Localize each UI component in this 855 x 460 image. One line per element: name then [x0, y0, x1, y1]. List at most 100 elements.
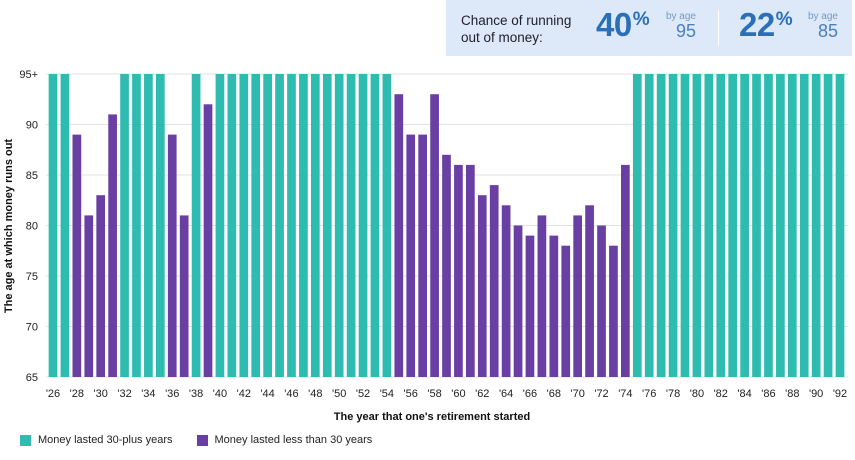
bar-1973 [609, 245, 618, 377]
legend-label: Money lasted 30-plus years [38, 434, 173, 446]
bar-1975 [632, 74, 642, 377]
bar-1938 [191, 74, 201, 377]
x-tick-label: '92 [833, 388, 847, 400]
x-tick-label: '82 [714, 388, 728, 400]
bar-1939 [203, 104, 213, 378]
x-axis-label: The year that one's retirement started [334, 411, 530, 423]
x-tick-label: '72 [594, 388, 608, 400]
bar-1961 [466, 164, 475, 377]
bar-1989 [799, 74, 809, 377]
legend: Money lasted 30-plus years Money lasted … [20, 434, 396, 446]
x-tick-label: '38 [189, 388, 203, 400]
stat-by-label: by age [665, 11, 696, 22]
bar-1986 [764, 74, 773, 377]
x-tick-label: '58 [427, 388, 441, 400]
x-tick-label: '62 [475, 388, 489, 400]
bar-1970 [573, 215, 583, 377]
legend-swatch-teal [20, 434, 31, 446]
y-axis-label: The age at which money runs out [3, 139, 15, 314]
bar-1947 [299, 74, 308, 377]
bar-1930 [96, 195, 106, 377]
x-tick-label: '54 [380, 388, 394, 400]
stat-22-percent: 22% [739, 6, 793, 44]
x-tick-label: '32 [117, 388, 131, 400]
bar-1967 [537, 215, 547, 377]
bar-1942 [239, 74, 249, 377]
bar-1963 [489, 185, 499, 377]
stat-unit: % [632, 9, 650, 30]
stat-by-label: by age [807, 11, 838, 22]
x-tick-label: '78 [666, 388, 680, 400]
y-tick-label: 75 [26, 271, 38, 283]
bar-1952 [358, 74, 368, 377]
bar-1982 [716, 74, 726, 377]
bar-1976 [644, 74, 654, 377]
bar-1958 [430, 94, 439, 377]
x-tick-label: '90 [809, 388, 823, 400]
x-tick-label: '26 [46, 388, 60, 400]
x-tick-label: '86 [761, 388, 775, 400]
x-tick-label: '52 [356, 388, 370, 400]
bar-1978 [668, 74, 678, 377]
bar-1981 [704, 74, 714, 377]
bar-1945 [275, 74, 284, 377]
bar-1992 [835, 74, 845, 377]
stat-value: 40 [596, 6, 632, 43]
legend-item-ran-out: Money lasted less than 30 years [196, 434, 372, 446]
bar-1991 [823, 74, 833, 377]
x-tick-label: '66 [523, 388, 537, 400]
x-tick-label: '74 [618, 388, 632, 400]
x-tick-label: '46 [284, 388, 298, 400]
bar-1984 [740, 74, 749, 377]
bar-1987 [776, 74, 785, 377]
bar-1977 [656, 74, 666, 377]
stat-age: 85 [817, 21, 838, 41]
y-tick-labels: 65 70 75 80 85 90 95+ [19, 69, 38, 384]
bar-1932 [120, 74, 129, 377]
bar-1971 [585, 205, 594, 377]
y-tick-label: 80 [26, 221, 38, 233]
stat-age: 95 [675, 21, 696, 41]
bar-1926 [48, 74, 58, 377]
legend-item-lasted: Money lasted 30-plus years [20, 434, 173, 446]
x-tick-label: '56 [404, 388, 418, 400]
bar-1946 [287, 74, 296, 377]
bar-1960 [454, 164, 463, 377]
bar-1966 [525, 235, 535, 377]
bar-1983 [728, 74, 738, 377]
bar-1990 [811, 74, 821, 377]
bar-1968 [549, 235, 559, 377]
y-tick-label: 95+ [19, 69, 38, 81]
x-tick-label: '44 [260, 388, 274, 400]
bar-1934 [144, 74, 153, 377]
bar-1957 [418, 134, 427, 377]
y-tick-label: 65 [26, 372, 38, 384]
x-tick-label: '80 [690, 388, 704, 400]
x-tick-label: '84 [737, 388, 751, 400]
x-tick-label: '30 [94, 388, 108, 400]
bar-1974 [621, 164, 630, 377]
y-tick-label: 90 [26, 120, 38, 132]
bar-1948 [310, 74, 320, 377]
y-tick-label: 70 [26, 322, 38, 334]
bar-1962 [477, 195, 487, 377]
bar-1988 [787, 74, 797, 377]
bar-1944 [263, 74, 272, 377]
stat-value: 22 [739, 6, 775, 43]
bar-1972 [597, 225, 606, 377]
x-tick-label: '40 [213, 388, 227, 400]
bar-1936 [167, 134, 177, 377]
y-tick-label: 85 [26, 170, 38, 182]
x-tick-label: '60 [451, 388, 465, 400]
callout-label: Chance of running out of money: [461, 13, 572, 45]
bar-1951 [346, 74, 356, 377]
x-tick-label: '36 [165, 388, 179, 400]
bars [48, 74, 845, 378]
bar-1935 [155, 74, 165, 377]
bar-1940 [215, 74, 225, 377]
bar-1933 [132, 74, 141, 377]
bar-1980 [692, 74, 702, 377]
bar-1953 [370, 74, 380, 377]
bar-chart: 65 70 75 80 85 90 95+ '26 '28 '30 '32 '34 '36 '38 '40… [3, 69, 848, 423]
legend-swatch-purple [196, 434, 208, 446]
